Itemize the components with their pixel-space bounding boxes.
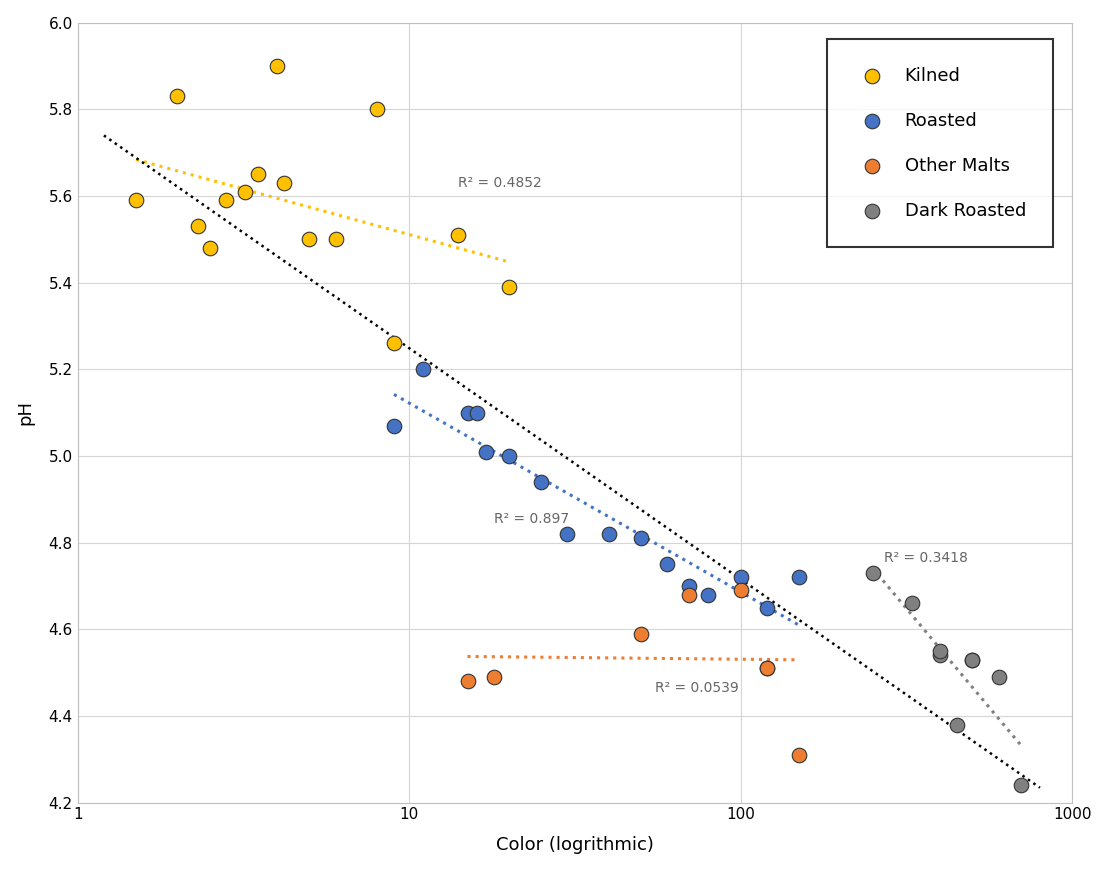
Other Malts	[485, 670, 503, 684]
Other Malts	[758, 661, 776, 675]
Other Malts	[680, 588, 698, 602]
Other Malts	[731, 584, 749, 598]
Roasted	[459, 406, 476, 420]
Kilned	[276, 176, 294, 190]
Roasted	[558, 527, 576, 541]
Roasted	[699, 588, 717, 602]
Roasted	[632, 531, 649, 545]
Y-axis label: pH: pH	[17, 400, 34, 425]
Text: R² = 0.0539: R² = 0.0539	[655, 681, 738, 695]
Roasted	[658, 557, 676, 571]
Kilned	[386, 336, 403, 350]
Kilned	[217, 193, 235, 207]
Legend: Kilned, Roasted, Other Malts, Dark Roasted: Kilned, Roasted, Other Malts, Dark Roast…	[827, 39, 1053, 246]
Dark Roasted	[904, 597, 922, 611]
Kilned	[188, 219, 206, 233]
Text: R² = 0.3418: R² = 0.3418	[883, 551, 967, 565]
Other Malts	[632, 626, 649, 640]
Kilned	[236, 185, 254, 199]
Dark Roasted	[948, 718, 966, 732]
Dark Roasted	[932, 648, 950, 662]
Text: R² = 0.897: R² = 0.897	[494, 512, 568, 526]
Roasted	[476, 445, 494, 459]
Other Malts	[790, 748, 808, 762]
Roasted	[386, 419, 403, 433]
Roasted	[790, 571, 808, 584]
Dark Roasted	[863, 566, 881, 580]
Dark Roasted	[964, 652, 982, 666]
Roasted	[758, 601, 776, 615]
Dark Roasted	[964, 652, 982, 666]
Kilned	[449, 228, 466, 242]
Kilned	[201, 241, 218, 255]
Text: R² = 0.4852: R² = 0.4852	[458, 176, 542, 191]
Kilned	[127, 193, 145, 207]
Roasted	[532, 475, 550, 489]
Roasted	[680, 579, 698, 593]
Kilned	[168, 90, 186, 104]
Other Malts	[758, 661, 776, 675]
Roasted	[599, 527, 617, 541]
Kilned	[268, 59, 286, 73]
Dark Roasted	[989, 670, 1007, 684]
Dark Roasted	[1012, 779, 1029, 793]
Kilned	[327, 233, 345, 246]
Roasted	[414, 362, 432, 376]
Roasted	[500, 449, 517, 463]
Kilned	[500, 280, 517, 294]
Kilned	[249, 167, 267, 181]
Kilned	[368, 103, 386, 117]
Kilned	[300, 233, 318, 246]
Other Malts	[459, 674, 476, 688]
X-axis label: Color (logrithmic): Color (logrithmic)	[496, 836, 654, 854]
Roasted	[468, 406, 485, 420]
Roasted	[731, 571, 749, 584]
Dark Roasted	[932, 644, 950, 658]
